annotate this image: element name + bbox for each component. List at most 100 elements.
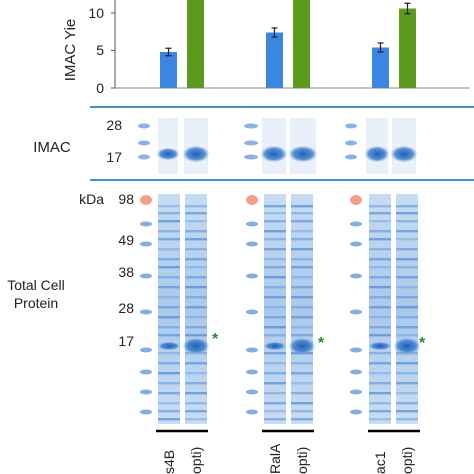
tcp-band (185, 402, 207, 405)
tcp-band (291, 402, 313, 405)
tcp-band (264, 248, 286, 251)
tcp-band (291, 296, 313, 299)
tcp-band (264, 220, 286, 223)
marker-band (246, 409, 258, 415)
imac-marker-28: 28 (106, 117, 122, 133)
tcp-band (264, 266, 286, 269)
tcp-band (185, 334, 207, 337)
marker-band (350, 369, 362, 375)
tcp-band (158, 258, 180, 261)
tcp-band (158, 296, 180, 299)
tcp-marker-28: 28 (118, 300, 134, 316)
tcp-label-line2: Protein (14, 295, 58, 311)
tcp-band (185, 238, 207, 241)
tcp-band (291, 326, 313, 329)
imac-band (365, 146, 389, 162)
tcp-band (291, 266, 313, 269)
tcp-band (396, 402, 418, 405)
tcp-band (264, 238, 286, 241)
tcp-band (158, 352, 180, 355)
tcp-marker-17: 17 (118, 333, 134, 349)
tcp-band (291, 372, 313, 375)
tcp-band (291, 286, 313, 289)
asterisk-3: * (419, 335, 426, 352)
tcp-band (396, 230, 418, 233)
imac-band (391, 146, 417, 162)
tcp-band (291, 334, 313, 337)
tcp-band (185, 316, 207, 319)
y-tick-label-5: 5 (96, 42, 104, 58)
tcp-band (158, 276, 180, 279)
tcp-band (396, 410, 418, 413)
tcp-band (158, 238, 180, 241)
tcp-band (264, 352, 286, 355)
tcp-band (185, 382, 207, 385)
imac-marker-band (345, 123, 357, 129)
marker-band (140, 273, 152, 279)
marker-band (246, 369, 258, 375)
bar-chart: IMAC Yie 10 5 0 (62, 0, 470, 96)
tcp-band (396, 296, 418, 299)
tcp-band (264, 372, 286, 375)
tcp-band (264, 258, 286, 261)
tcp-band (291, 316, 313, 319)
tcp-band (369, 286, 391, 289)
tcp-band (158, 334, 180, 337)
tcp-overexpressed-band (394, 338, 420, 354)
bottom-label-g1-wt: s4B (161, 450, 177, 474)
tcp-band (291, 258, 313, 261)
tcp-band (291, 212, 313, 215)
tcp-band (369, 392, 391, 395)
tcp-band (396, 392, 418, 395)
tcp-band (185, 418, 207, 421)
imac-band (289, 146, 317, 162)
tcp-band (158, 362, 180, 365)
tcp-marker-49: 49 (118, 232, 134, 248)
bar-rac1-wt (372, 47, 389, 88)
tcp-band (369, 316, 391, 319)
tcp-marker-98: 98 (118, 191, 134, 207)
tcp-band (185, 230, 207, 233)
tcp-band (369, 352, 391, 355)
tcp-band (185, 220, 207, 223)
tcp-band (264, 418, 286, 421)
tcp-panel: kDa 98 49 38 28 17 Total Cell Protein * … (7, 191, 426, 424)
marker-band (140, 221, 152, 227)
tcp-band (185, 212, 207, 215)
tcp-band (185, 258, 207, 261)
tcp-band (369, 362, 391, 365)
tcp-band (158, 266, 180, 269)
tcp-band (369, 220, 391, 223)
tcp-band (369, 212, 391, 215)
tcp-band (185, 296, 207, 299)
tcp-band (396, 212, 418, 215)
tcp-lane (369, 194, 391, 424)
tcp-overexpressed-band (289, 338, 315, 354)
error-bar-rps4b-wt (165, 47, 172, 57)
tcp-band (158, 205, 180, 208)
tcp-band (291, 220, 313, 223)
tcp-band (185, 248, 207, 251)
tcp-band (396, 276, 418, 279)
tcp-band (264, 230, 286, 233)
marker-top-band (350, 195, 362, 205)
tcp-band (264, 362, 286, 365)
imac-marker-band (244, 123, 258, 129)
marker-band (350, 347, 362, 353)
bars-group (160, 0, 416, 88)
imac-marker-band (138, 154, 150, 160)
marker-band (140, 309, 152, 315)
tcp-band (369, 326, 391, 329)
tcp-band (158, 306, 180, 309)
tcp-band (158, 326, 180, 329)
tcp-band (369, 402, 391, 405)
marker-band (140, 409, 152, 415)
marker-top-band (140, 195, 152, 205)
tcp-band (396, 334, 418, 337)
tcp-lane (396, 194, 418, 424)
tcp-band (396, 248, 418, 251)
tcp-band (264, 286, 286, 289)
imac-marker-band (138, 140, 150, 146)
tcp-band (158, 402, 180, 405)
tcp-band (291, 238, 313, 241)
